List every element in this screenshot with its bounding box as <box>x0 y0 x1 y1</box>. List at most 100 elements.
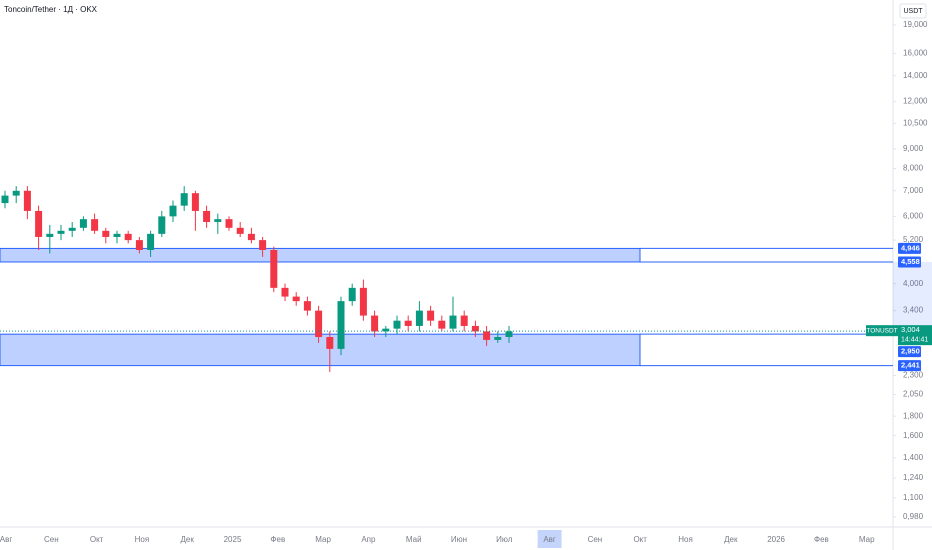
x-tick-label: Апр <box>361 535 376 544</box>
candle-body <box>191 193 199 211</box>
price-label: 2,441 <box>901 361 920 370</box>
x-tick-label: Июн <box>451 535 467 544</box>
x-tick-label: Мар <box>859 535 875 544</box>
price-tag <box>898 325 932 346</box>
symbol-tag <box>866 325 898 337</box>
x-tick-label: Авг <box>0 535 12 544</box>
candle-body <box>460 315 468 326</box>
y-tick-label: 9,000 <box>903 144 924 153</box>
y-tick-label: 5,200 <box>903 235 924 244</box>
x-tick-label: Июл <box>496 535 513 544</box>
candle-body <box>505 331 513 338</box>
candle-body <box>225 219 233 228</box>
candle-body <box>371 315 379 332</box>
price-label: 3,004 <box>901 325 920 334</box>
x-tick-label: Окт <box>90 535 104 544</box>
x-tick-label: 2026 <box>767 535 785 544</box>
candle-body <box>471 325 479 332</box>
candle-body <box>259 240 267 250</box>
candle-body <box>449 315 457 329</box>
price-tag <box>898 256 921 268</box>
candle-body <box>169 205 177 217</box>
x-tick-label: Сен <box>588 535 603 544</box>
candle-body <box>214 219 222 222</box>
y-tick-label: 10,500 <box>903 119 928 128</box>
zone-box <box>0 333 641 367</box>
candle-body <box>404 320 412 326</box>
y-tick-label: 2,300 <box>903 371 924 380</box>
candle-body <box>102 230 110 237</box>
y-tick-label: 14,000 <box>903 71 928 80</box>
y-tick-label: 1,400 <box>903 453 924 462</box>
price-tag <box>898 346 921 358</box>
axis-band <box>893 261 932 335</box>
candle-body <box>1 195 9 204</box>
candle-body <box>35 210 43 237</box>
x-tick-label: Дек <box>181 535 195 544</box>
zone-box <box>0 247 641 263</box>
x-tick-label: Дек <box>724 535 738 544</box>
candle-body <box>68 227 76 231</box>
candle-body <box>359 287 367 316</box>
price-label: 4,558 <box>901 257 920 266</box>
x-tick-label: Ноя <box>678 535 693 544</box>
y-tick-label: 6,000 <box>903 211 924 220</box>
candle-body <box>415 310 423 326</box>
x-tick-label: Мар <box>315 535 331 544</box>
currency-label[interactable]: USDT <box>903 8 923 15</box>
candle-body <box>483 331 491 340</box>
x-tick-label: Ноя <box>135 535 150 544</box>
y-tick-label: 7,000 <box>903 186 924 195</box>
candle-body <box>79 219 87 228</box>
y-tick-label: 1,600 <box>903 431 924 440</box>
candle-body <box>124 233 132 241</box>
candle-body <box>180 193 188 206</box>
candle-body <box>236 227 244 234</box>
y-tick-label: 1,800 <box>903 411 924 420</box>
x-tick-label: 2025 <box>224 535 242 544</box>
x-tick-label: Авг <box>543 535 556 544</box>
currency-button[interactable] <box>899 3 927 19</box>
price-label: 4,946 <box>901 243 920 252</box>
candle-body <box>348 287 356 302</box>
candle-body <box>135 240 143 250</box>
candle-body <box>393 320 401 329</box>
y-tick-label: 2,050 <box>903 390 924 399</box>
x-tick-label: Фев <box>270 535 285 544</box>
x-tick-label: Фев <box>814 535 829 544</box>
x-tick-label: Май <box>406 535 422 544</box>
y-tick-label: 4,000 <box>903 279 924 288</box>
x-tick-label: Сен <box>44 535 59 544</box>
countdown-label: 14:44:41 <box>901 337 928 344</box>
candle-body <box>315 310 323 338</box>
candle-body <box>326 337 334 349</box>
candle-body <box>46 233 54 237</box>
y-tick-label: 8,000 <box>903 164 924 173</box>
candle-body <box>23 190 31 211</box>
candle-body <box>247 233 255 241</box>
y-tick-label: 0,980 <box>903 512 924 521</box>
symbol-label: TONUSDT <box>866 327 897 334</box>
candle-body <box>91 219 99 231</box>
time-highlight <box>537 530 562 548</box>
candle-body <box>303 301 311 311</box>
candle-body <box>12 190 20 196</box>
y-tick-label: 3,400 <box>903 306 924 315</box>
candle-body <box>427 310 435 321</box>
y-tick-label: 19,000 <box>903 20 928 29</box>
candle-body <box>113 233 121 237</box>
candle-body <box>281 287 289 297</box>
chart-title: Toncoin/Tether · 1Д · OKX <box>4 5 98 14</box>
candle-body <box>337 301 345 349</box>
candle-body <box>438 320 446 329</box>
candle-body <box>147 233 155 250</box>
y-tick-label: 16,000 <box>903 49 928 58</box>
y-tick-label: 12,000 <box>903 96 928 105</box>
price-tag <box>898 360 921 372</box>
y-tick-label: 1,100 <box>903 493 924 502</box>
candle-body <box>57 230 65 234</box>
candle-body <box>494 337 502 340</box>
candle-body <box>382 328 390 332</box>
y-tick-label: 1,240 <box>903 473 924 482</box>
